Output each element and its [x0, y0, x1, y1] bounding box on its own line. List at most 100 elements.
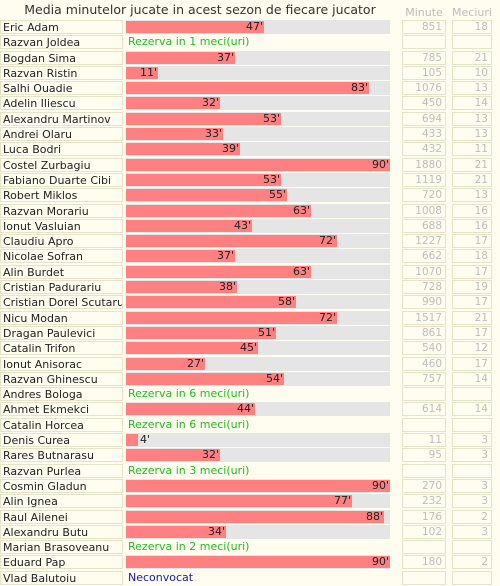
bar-value-label: 32'	[201, 448, 219, 462]
matches-cell: 3	[452, 478, 492, 493]
bar-track: 11'	[126, 65, 390, 80]
matches-cell: 17	[452, 264, 492, 279]
minutes-cell: 694	[402, 111, 446, 126]
bar-value-label: 37'	[216, 249, 234, 263]
matches-cell	[452, 463, 492, 478]
minutes-cell: 180	[402, 555, 446, 570]
matches-cell: 18	[452, 249, 492, 264]
bar-track: 34'	[126, 524, 390, 539]
table-row: Ionut Vasluian 43' 688 16	[0, 218, 500, 234]
table-row: Cristian Padurariu 38' 728 19	[0, 280, 500, 295]
minutes-bar	[126, 250, 235, 263]
table-row: Costel Zurbagiu 90' 1880 21	[0, 157, 500, 173]
bar-track: 90'	[126, 555, 390, 570]
minutes-bar	[126, 357, 205, 370]
bar-track: 51'	[126, 325, 390, 340]
bar-track: 58'	[126, 295, 390, 310]
player-name: Razvan Joldea	[0, 35, 123, 50]
bar-track: Neconvocat	[126, 571, 390, 585]
matches-cell: 14	[452, 402, 492, 417]
matches-cell: 12	[452, 341, 492, 356]
player-name: Marian Brasoveanu	[0, 540, 123, 555]
bar-track: 32'	[126, 96, 390, 111]
bar-track: 39'	[126, 142, 390, 157]
bar-value-label: 63'	[292, 203, 310, 217]
bar-track: 88'	[126, 509, 390, 524]
matches-cell: 14	[452, 96, 492, 111]
player-name: Robert Miklos	[0, 188, 123, 203]
minutes-bar	[126, 158, 390, 171]
matches-cell: 21	[452, 310, 492, 325]
bar-value-label: 47'	[245, 20, 263, 33]
table-row: Razvan Ghinescu 54' 757 14	[0, 371, 500, 387]
bar-value-label: 54'	[265, 371, 283, 385]
player-name: Razvan Ristin	[0, 65, 123, 80]
bar-value-label: 34'	[207, 524, 225, 538]
table-row: Eduard Pap 90' 180 2	[0, 555, 500, 570]
minutes-cell: 11	[402, 433, 446, 448]
bar-track: 37'	[126, 249, 390, 264]
minutes-bar	[126, 372, 284, 385]
table-row: Nicolae Sofran 37' 662 18	[0, 249, 500, 264]
table-row: Alin Burdet 63' 1070 17	[0, 264, 500, 280]
bar-value-label: 53'	[262, 172, 280, 186]
table-row: Cosmin Gladun 90' 270 3	[0, 478, 500, 494]
player-name: Catalin Horcea	[0, 417, 123, 432]
matches-cell: 3	[452, 524, 492, 539]
player-minutes-chart: Eric Adam 47' 851 18 Razvan Joldea Rezerva in…	[0, 20, 500, 586]
minutes-bar	[126, 82, 369, 95]
bar-value-label: 90'	[371, 555, 389, 569]
player-name: Nicu Modan	[0, 310, 123, 325]
player-name: Salhi Ouadie	[0, 81, 123, 96]
bar-value-label: 72'	[318, 234, 336, 248]
bar-track: 47'	[126, 20, 390, 34]
matches-cell	[452, 417, 492, 432]
minutes-bar	[126, 296, 296, 309]
matches-cell: 13	[452, 81, 492, 96]
status-note: Rezerva in 1 meci(uri)	[128, 35, 250, 49]
matches-cell: 16	[452, 218, 492, 233]
bar-value-label: 58'	[277, 295, 295, 309]
minutes-cell: 1119	[402, 172, 446, 187]
bar-track: 27'	[126, 356, 390, 371]
status-note: Rezerva in 6 meci(uri)	[128, 417, 250, 431]
minutes-cell	[402, 35, 446, 50]
matches-cell: 3	[452, 494, 492, 509]
player-name: Ionut Vasluian	[0, 218, 123, 233]
bar-track: 72'	[126, 234, 390, 249]
bar-value-label: 83'	[350, 81, 368, 95]
table-row: Claudiu Apro 72' 1227 17	[0, 234, 500, 249]
table-row: Alexandru Martinov 53' 694 13	[0, 111, 500, 127]
player-name: Adelin Iliescu	[0, 96, 123, 111]
bar-value-label: 90'	[371, 478, 389, 492]
table-row: Raul Ailenei 88' 176 2	[0, 509, 500, 525]
bar-track: 77'	[126, 494, 390, 509]
minutes-cell: 432	[402, 142, 446, 157]
bar-track: 63'	[126, 264, 390, 279]
table-row: Fabiano Duarte Cibi 53' 1119 21	[0, 172, 500, 188]
player-name: Alexandru Butu	[0, 524, 123, 539]
player-name: Raul Ailenei	[0, 509, 123, 524]
bar-value-label: 90'	[371, 157, 389, 171]
minutes-cell: 662	[402, 249, 446, 264]
minutes-cell: 1517	[402, 310, 446, 325]
minutes-bar	[126, 311, 337, 324]
minutes-cell: 720	[402, 188, 446, 203]
table-row: Alin Ignea 77' 232 3	[0, 494, 500, 509]
table-row: Catalin Horcea Rezerva in 6 meci(uri)	[0, 417, 500, 433]
bar-value-label: 4'	[140, 433, 151, 447]
matches-cell: 16	[452, 203, 492, 218]
minutes-bar	[126, 479, 390, 492]
player-name: Eduard Pap	[0, 555, 123, 570]
table-header: Media minutelor jucate in acest sezon de…	[0, 0, 500, 22]
minutes-cell: 176	[402, 509, 446, 524]
bar-value-label: 72'	[318, 310, 336, 324]
minutes-cell: 688	[402, 218, 446, 233]
player-name: Vlad Balutoiu	[0, 570, 123, 585]
bar-value-label: 63'	[292, 264, 310, 278]
minutes-cell	[402, 570, 446, 585]
matches-cell: 11	[452, 142, 492, 157]
minutes-bar	[126, 112, 281, 125]
bar-track: 45'	[126, 341, 390, 356]
matches-cell	[452, 540, 492, 555]
